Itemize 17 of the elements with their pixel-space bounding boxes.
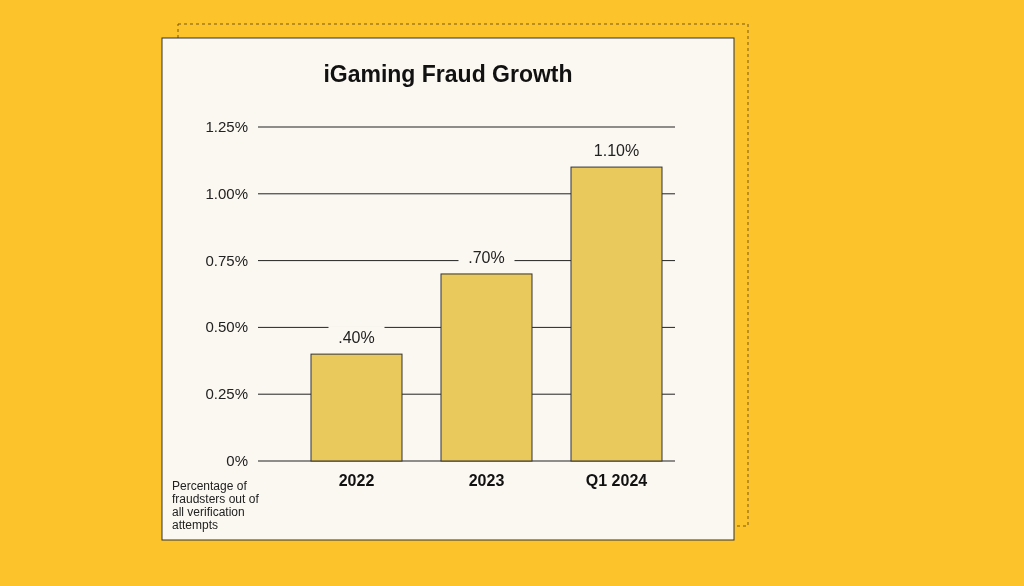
x-tick-label: 2023 [468, 472, 505, 489]
y-tick-label: 0.50% [205, 318, 248, 336]
text: Percentage of fraudsters out of all verification attempts [172, 479, 260, 532]
y-tick-label: 0.75% [205, 251, 248, 269]
bar [570, 166, 663, 462]
data-label: .70% [468, 248, 505, 266]
data-label: .40% [338, 329, 375, 347]
x-tick-label: 2022 [338, 472, 375, 489]
y-tick-label: 0.25% [205, 385, 248, 403]
chart-title: iGaming Fraud Growth [323, 61, 573, 87]
x-tick-label: Q1 2024 [585, 472, 648, 489]
bar [310, 353, 403, 462]
data-label: 1.10% [593, 142, 640, 160]
y-tick-label: 0% [226, 452, 248, 469]
y-tick-label: 1.00% [205, 184, 248, 202]
bar [440, 273, 533, 462]
y-tick-label: 1.25% [205, 118, 248, 135]
